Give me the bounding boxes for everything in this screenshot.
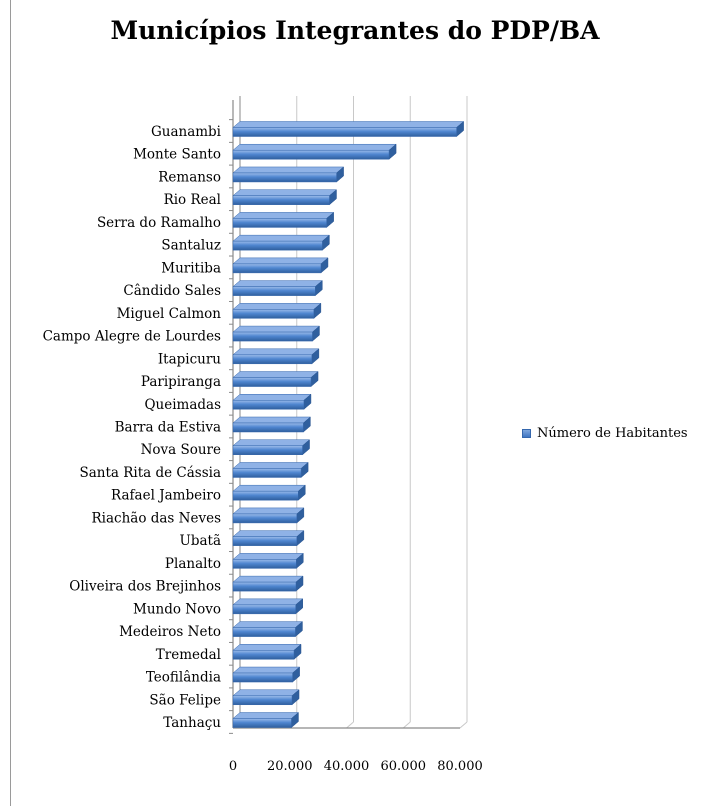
y-tick-label: Tremedal [156,647,221,663]
bar [232,218,327,228]
legend-swatch [522,429,531,438]
y-tick-label: Cândido Sales [123,283,221,299]
bar [232,650,295,660]
bar [232,422,304,433]
left-border-line [10,0,11,806]
y-tick-label: Teofilândia [146,670,221,686]
bar [232,490,299,501]
bar [232,149,390,160]
bar [232,377,312,387]
chart-title: Municípios Integrantes do PDP/BA [110,16,600,45]
bar [232,581,297,592]
bar [232,263,322,274]
y-tick-label: Paripiranga [141,374,221,390]
bar [232,536,298,546]
y-tick-label: Guanambi [151,124,222,140]
bar [232,559,297,569]
y-tick-label: São Felipe [149,692,221,708]
y-tick-label: Tanhaçu [163,715,221,731]
bar-top [232,234,331,242]
gridline-floor [346,721,354,729]
bar [232,127,457,137]
y-tick-label: Barra da Estiva [115,420,221,436]
y-tick-label: Muritiba [161,260,221,276]
bar [232,672,293,683]
bar [232,627,296,637]
y-tick-label: Queimadas [144,397,221,413]
bar [232,286,316,296]
y-tick-label: Monte Santo [133,147,221,163]
legend: Número de Habitantes [522,426,688,441]
bar-top [232,416,312,424]
bar-top [232,644,302,651]
gridline-floor [459,721,468,729]
bar [232,513,298,524]
y-tick-label: Santa Rita de Cássia [79,465,221,481]
y-tick-label: Santaluz [161,238,221,254]
bar [232,172,337,183]
y-tick-label: Medeiros Neto [119,624,221,640]
bar-top [232,371,319,378]
bar [232,718,292,728]
bar [232,445,303,455]
y-tick-label: Remanso [158,169,221,185]
bar-top [232,598,304,606]
legend-label: Número de Habitantes [537,426,688,441]
bar-top [232,121,465,128]
x-tick-label: 80.000 [437,759,483,774]
bar [232,240,323,251]
bar-top [232,507,305,515]
bar [232,604,296,615]
bar [232,400,305,410]
bar-top [232,484,306,492]
bar-top [232,575,304,583]
bar-top [232,257,329,265]
bar-top [232,530,305,537]
bar [232,331,313,342]
x-tick-label: 20.000 [267,759,313,774]
bar-top [232,325,321,333]
bar-top [232,303,322,310]
y-tick-label: Itapicuru [158,351,221,367]
bar-top [232,712,300,719]
y-tick-label: Planalto [165,556,221,572]
bar-top [232,348,320,356]
x-tick-label: 0 [229,759,237,774]
y-tick-label: Rafael Jambeiro [111,488,221,504]
bar [232,695,293,706]
bar-top [232,621,304,628]
y-tick-label: Campo Alegre de Lourdes [43,329,221,345]
x-tick-label: 40.000 [324,759,370,774]
y-tick-label: Ubatã [179,533,221,549]
bar-top [232,212,335,219]
bar-top [232,166,345,174]
bar-top [232,462,309,469]
bar-top [232,689,300,697]
bar-top [232,143,397,151]
y-tick-label: Mundo Novo [133,601,221,617]
x-tick-label: 60.000 [381,759,427,774]
bar [232,354,313,365]
bar [232,309,315,319]
bar [232,195,330,205]
bar [232,468,302,478]
bar-top [232,189,338,196]
bar-top [232,394,312,401]
y-tick-label: Serra do Ramalho [97,215,221,231]
y-tick-label: Nova Soure [141,442,221,458]
y-tick-label: Rio Real [164,192,221,208]
y-tick-label: Oliveira dos Brejinhos [69,579,221,595]
bar-top [232,280,323,287]
gridline-floor [402,721,411,729]
bar-top [232,553,304,560]
bar-top [232,439,311,446]
bar-top [232,666,301,674]
y-tick-label: Riachão das Neves [91,510,221,526]
y-tick-label: Miguel Calmon [117,306,222,322]
